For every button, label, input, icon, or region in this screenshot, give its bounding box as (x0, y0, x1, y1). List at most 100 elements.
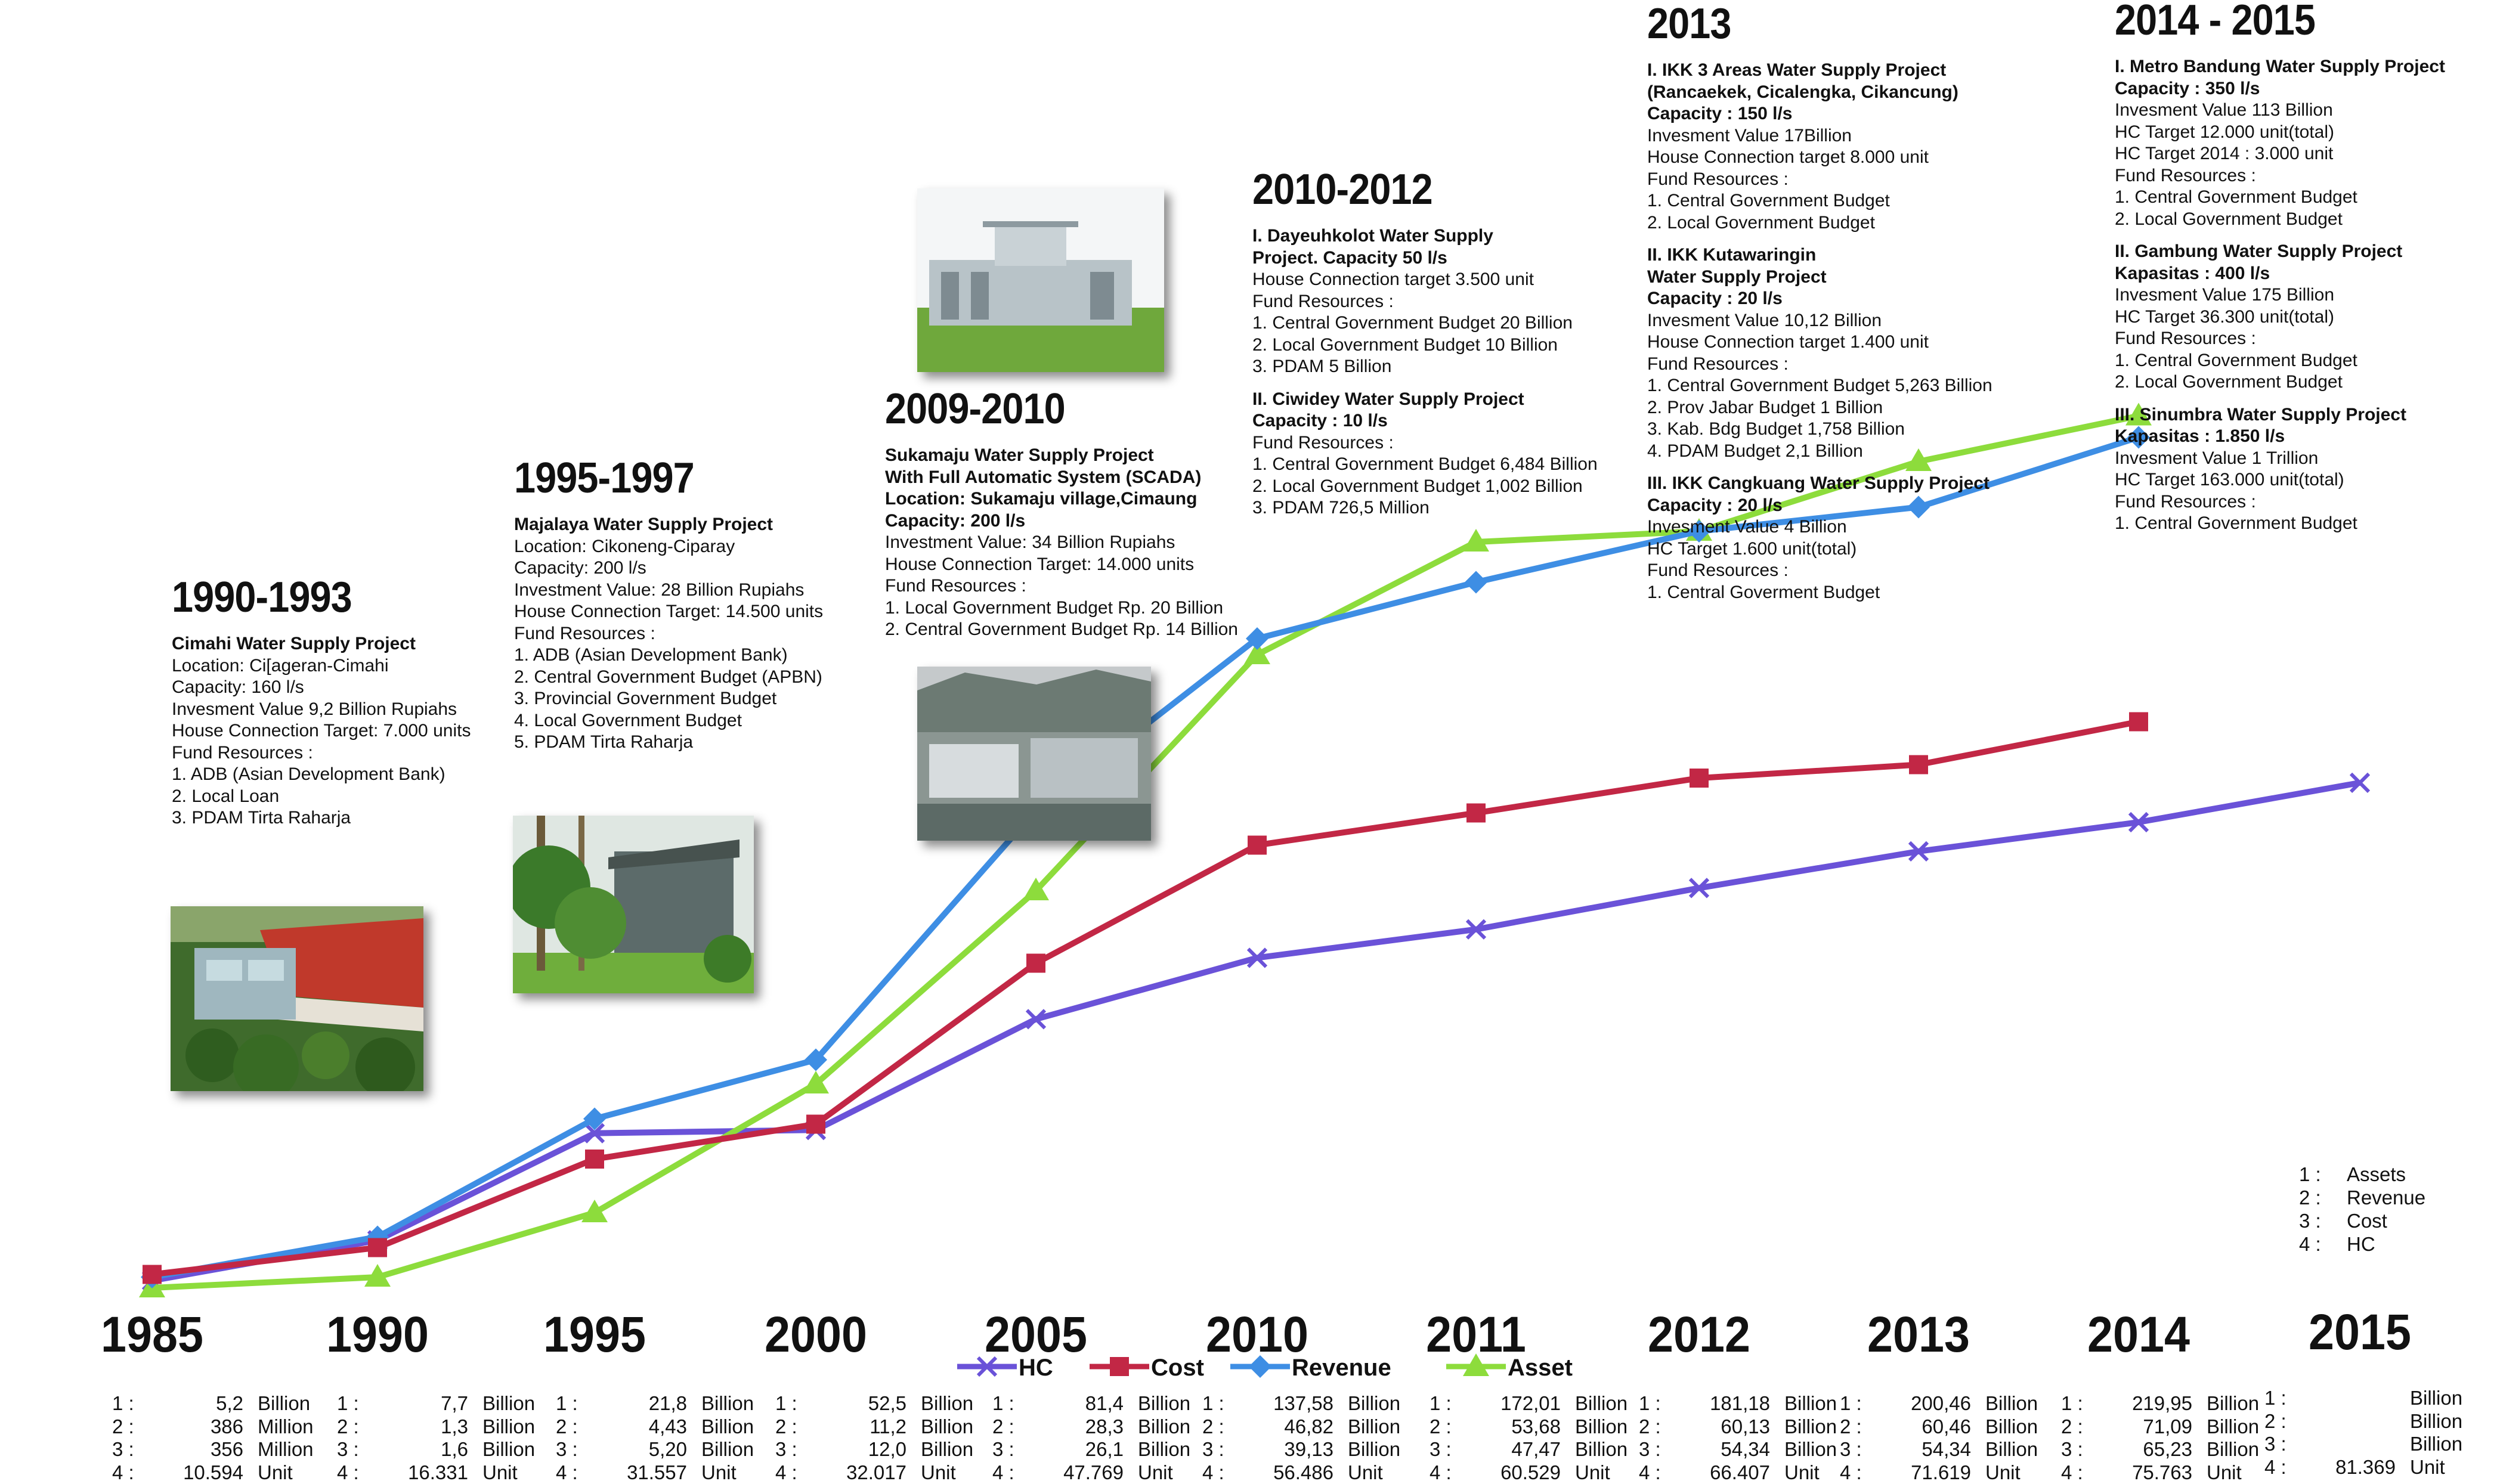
value-unit: Billion (1784, 1392, 1837, 1415)
value-unit: Billion (1784, 1415, 1837, 1439)
milestone-title: 1990-1993 (172, 574, 472, 621)
milestone-detail-line: Fund Resources : (1252, 291, 1646, 313)
milestone-heading-line: III. IKK Cangkuang Water Supply Project (1647, 473, 2029, 495)
milestone-detail-line: Invesment Value 9,2 Billion Rupiahs (172, 699, 506, 721)
milestone-detail-line: 5. PDAM Tirta Raharja (514, 732, 872, 754)
milestone-detail-line: House Connection Target: 14.000 units (885, 554, 1291, 576)
milestone-detail-line: 1. Central Government Budget (1647, 190, 2029, 212)
milestone-detail-line: Location: Cikoneng-Ciparay (514, 536, 872, 558)
milestone-heading-line: Cimahi Water Supply Project (172, 633, 506, 655)
value-index: 3 : (337, 1438, 379, 1461)
milestone-detail-line: 1. Central Government Budget (2115, 187, 2496, 209)
index-key-row: 1 :Assets (2299, 1163, 2425, 1186)
milestone-detail-line: Capacity: 200 l/s (514, 557, 872, 580)
value-unit: Billion (2207, 1415, 2259, 1439)
milestone-heading-line: Capacity : 10 l/s (1252, 410, 1646, 432)
point-cost-2000 (806, 1115, 825, 1134)
milestone-detail-line: 2. Local Government Budget 1,002 Billion (1252, 476, 1646, 498)
milestone-detail-line: Investment Value: 28 Billion Rupiahs (514, 580, 872, 602)
milestone-detail-line: 3. PDAM Tirta Raharja (172, 807, 506, 829)
milestone-heading-line: Capacity : 350 l/s (2115, 78, 2496, 100)
value-number: 137,58 (1244, 1392, 1348, 1415)
milestone-title: 2010-2012 (1252, 166, 1607, 213)
index-key-row: 4 :HC (2299, 1232, 2425, 1256)
milestone-detail-line: House Connection target 1.400 unit (1647, 332, 2029, 354)
milestone-detail-line: 2. Local Government Budget (2115, 371, 2496, 394)
index-key-number: 2 : (2299, 1186, 2347, 1209)
year-label: 1990 (326, 1307, 429, 1362)
value-number: 60,13 (1681, 1415, 1784, 1439)
value-unit: Billion (482, 1392, 535, 1415)
year-label: 2012 (1648, 1307, 1750, 1362)
year-label: 2013 (1867, 1307, 1970, 1362)
point-revenue-2011 (1465, 571, 1487, 594)
milestone-heading-line: I. Metro Bandung Water Supply Project (2115, 56, 2496, 78)
milestone-detail-line: Invesment Value 17Billion (1647, 125, 2029, 147)
value-number: 26,1 (1034, 1438, 1138, 1461)
value-index: 4 : (775, 1461, 817, 1484)
value-number (2306, 1410, 2410, 1433)
value-index: 4 : (992, 1461, 1034, 1484)
milestone-heading-line: Majalaya Water Supply Project (514, 514, 872, 536)
milestone-detail-line: 2. Local Government Budget (2115, 209, 2496, 231)
index-key-row: 3 :Cost (2299, 1209, 2425, 1232)
milestone-detail-line: Fund Resources : (885, 575, 1291, 597)
photo-scada-building (917, 188, 1164, 372)
value-index: 1 : (2061, 1392, 2103, 1415)
milestone-title: 2013 (1647, 0, 1991, 48)
value-unit: Unit (921, 1461, 956, 1484)
value-index: 2 : (775, 1415, 817, 1439)
value-unit: Billion (1985, 1438, 2038, 1461)
value-unit: Billion (921, 1415, 973, 1439)
value-index: 2 : (1202, 1415, 1244, 1439)
point-cost-1990 (368, 1238, 387, 1257)
value-index: 2 : (1639, 1415, 1681, 1439)
value-index: 1 : (1639, 1392, 1681, 1415)
index-key-label: Revenue (2347, 1186, 2425, 1209)
value-number: 172,01 (1471, 1392, 1575, 1415)
value-unit: Billion (1348, 1438, 1400, 1461)
value-index: 4 : (1202, 1461, 1244, 1484)
point-cost-2011 (1466, 804, 1486, 823)
milestone-detail-line: Invesment Value 113 Billion (2115, 100, 2496, 122)
point-cost-1985 (143, 1265, 162, 1284)
value-unit: Billion (2410, 1433, 2462, 1456)
point-cost-2014 (2129, 712, 2148, 732)
point-asset-1995 (581, 1200, 608, 1222)
value-unit: Billion (1985, 1392, 2038, 1415)
milestone-detail-line: 3. PDAM 5 Billion (1252, 356, 1646, 378)
value-unit: Billion (921, 1392, 973, 1415)
milestone-detail-line: Invesment Value 10,12 Billion (1647, 310, 2029, 332)
index-key-row: 2 :Revenue (2299, 1186, 2425, 1209)
milestone-heading-line: I. Dayeuhkolot Water Supply (1252, 225, 1646, 247)
value-number: 5,2 (154, 1392, 258, 1415)
value-index: 2 : (2061, 1415, 2103, 1439)
value-unit: Billion (482, 1415, 535, 1439)
milestone-heading-line: With Full Automatic System (SCADA) (885, 467, 1291, 489)
value-index: 2 : (2264, 1410, 2306, 1433)
value-number (2306, 1433, 2410, 1456)
value-unit: Billion (1138, 1415, 1190, 1439)
value-number: 12,0 (817, 1438, 921, 1461)
milestone-detail-line: 3. Provincial Government Budget (514, 688, 872, 710)
